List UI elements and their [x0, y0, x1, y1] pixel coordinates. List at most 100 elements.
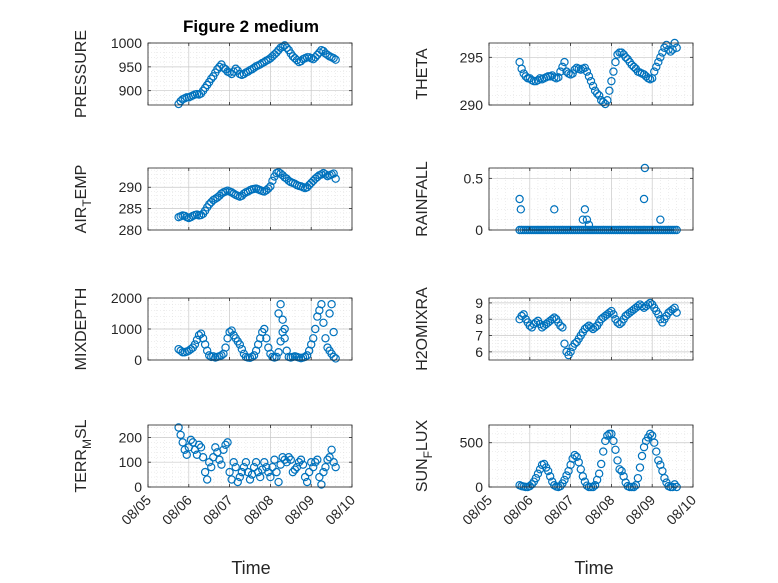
y-tick-label: 6 [475, 344, 483, 360]
data-point [329, 169, 338, 178]
data-point [637, 451, 647, 461]
data-point [204, 458, 214, 467]
data-point [274, 477, 283, 487]
data-point [519, 310, 528, 319]
data-point [599, 97, 608, 107]
data-point [652, 62, 661, 72]
data-point [654, 310, 663, 319]
data-point [268, 462, 277, 472]
data-point [253, 467, 263, 477]
data-point [611, 57, 620, 67]
data-point [260, 324, 269, 334]
y-tick-label: 100 [119, 454, 143, 470]
data-point [241, 458, 251, 467]
data-point [662, 40, 671, 50]
data-point [290, 465, 300, 474]
data-point [249, 351, 259, 360]
series-markers-air_temp [174, 168, 340, 223]
y-axis-label: TERRMSL [73, 419, 94, 492]
data-point [260, 57, 269, 67]
data-point [286, 455, 295, 464]
data-point [617, 48, 626, 57]
data-point [317, 300, 326, 309]
data-point [329, 54, 338, 63]
data-point [245, 475, 255, 484]
data-point [313, 172, 322, 182]
data-point [300, 352, 310, 362]
data-point [282, 458, 291, 467]
data-point [533, 469, 543, 478]
data-point [292, 55, 302, 65]
data-point [280, 334, 289, 343]
data-point [192, 335, 202, 345]
data-point [325, 309, 334, 318]
data-point [578, 215, 588, 224]
data-point [584, 72, 594, 81]
data-point [331, 174, 340, 183]
data-point [319, 467, 328, 477]
data-point [645, 298, 655, 308]
data-point [531, 318, 541, 327]
data-point [331, 354, 340, 363]
data-point [239, 462, 249, 472]
data-point [272, 48, 281, 57]
data-point [215, 455, 224, 464]
y-tick-label: 290 [119, 179, 143, 195]
data-point [582, 323, 592, 332]
data-point [590, 481, 600, 490]
data-point [298, 460, 308, 469]
data-point [613, 50, 622, 59]
series-markers-h2omixra [515, 298, 681, 360]
data-point [274, 309, 283, 318]
data-point [260, 458, 269, 467]
axes-box [488, 424, 694, 488]
y-axis-label: MIXDEPTH [73, 288, 90, 371]
data-point [274, 348, 283, 357]
y-tick-label: 9 [475, 295, 483, 311]
data-point [656, 215, 665, 224]
data-point [633, 473, 643, 483]
data-point [186, 435, 196, 445]
data-point [531, 473, 541, 483]
data-point [302, 477, 312, 487]
data-point [329, 327, 338, 337]
data-point [231, 64, 240, 73]
data-point [315, 472, 324, 482]
data-point [580, 477, 590, 486]
x-axis-label-right: Time [574, 558, 613, 578]
data-point [609, 67, 618, 76]
data-point [327, 445, 336, 454]
axes-box [488, 297, 694, 361]
data-point [262, 334, 271, 343]
data-point [650, 438, 659, 447]
y-tick-label: 280 [119, 222, 143, 238]
data-point [527, 480, 537, 489]
data-point [180, 445, 189, 454]
data-point [266, 182, 275, 191]
data-point [594, 91, 604, 100]
data-point [611, 445, 620, 454]
data-point [288, 467, 298, 477]
data-point [607, 76, 616, 86]
data-point [645, 429, 655, 439]
data-point [629, 62, 639, 72]
data-point [594, 469, 604, 478]
data-point [599, 447, 608, 456]
data-point [270, 455, 279, 464]
data-point [605, 86, 614, 95]
data-point [325, 453, 334, 462]
data-point [174, 423, 183, 432]
axes-box [488, 167, 694, 231]
data-point [603, 431, 612, 440]
data-point [331, 55, 340, 64]
data-point [570, 65, 579, 74]
y-tick-label: 295 [460, 49, 484, 65]
y-label-rest: LUX [414, 420, 431, 451]
y-tick-label: 950 [119, 59, 143, 75]
data-point [247, 352, 257, 362]
data-point [235, 340, 244, 349]
data-point [566, 347, 575, 357]
data-point [633, 301, 643, 311]
data-point [264, 467, 273, 477]
